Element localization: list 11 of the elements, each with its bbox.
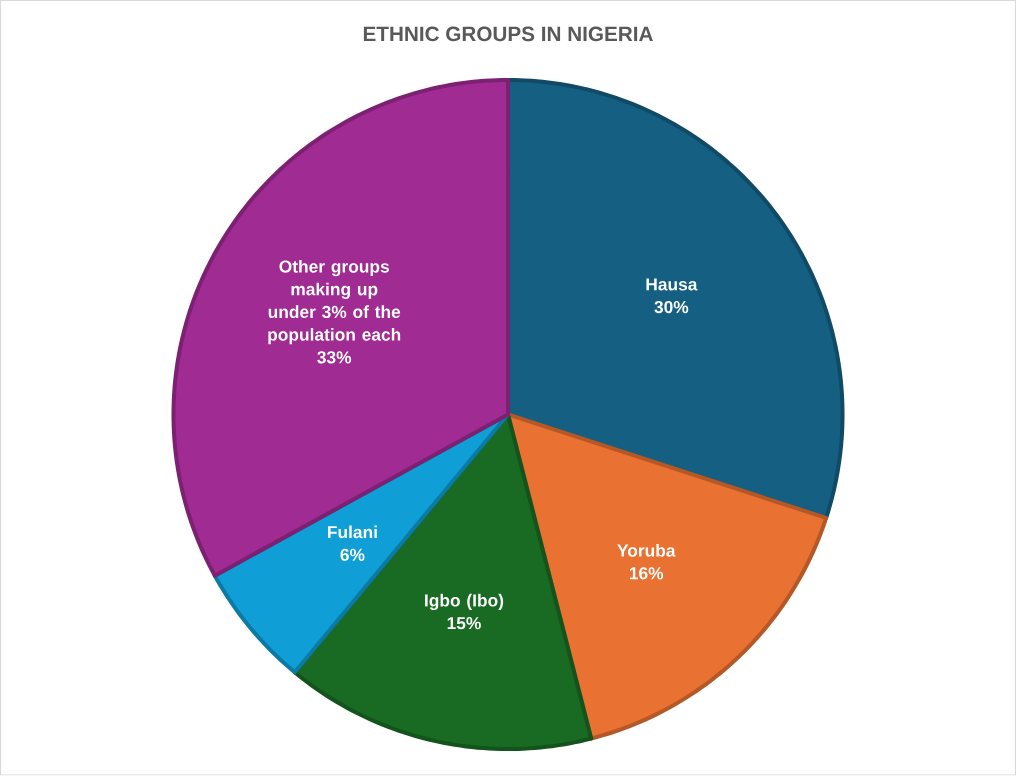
data-label: 33%: [317, 351, 352, 364]
slice-label: Other groups making up under 3% of the population each: [268, 260, 401, 345]
data-label: 15%: [447, 617, 481, 630]
slice-label: Fulani: [328, 525, 377, 539]
chart-title: ETHNIC GROUPS IN NIGERIA: [363, 26, 653, 42]
slice-label: Igbo (Ibo): [425, 594, 504, 611]
data-label: 16%: [629, 567, 664, 580]
data-label: 30%: [654, 301, 689, 314]
slice-label: Hausa: [646, 278, 698, 291]
slice-label: Yoruba: [617, 544, 676, 557]
data-label: 6%: [340, 548, 365, 562]
